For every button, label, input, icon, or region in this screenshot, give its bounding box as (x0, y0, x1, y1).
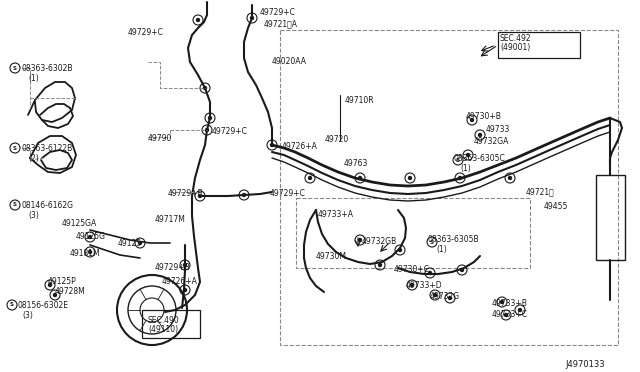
Text: 49020AA: 49020AA (272, 57, 307, 66)
Text: 49181M: 49181M (70, 249, 100, 258)
Text: 49729+B: 49729+B (155, 263, 191, 272)
Text: (3): (3) (22, 311, 33, 320)
Circle shape (470, 119, 474, 122)
Text: 49125G: 49125G (76, 232, 106, 241)
Text: S: S (456, 157, 460, 163)
Circle shape (243, 193, 246, 196)
Bar (498, 32, 580, 58)
Text: 49717M: 49717M (155, 215, 186, 224)
Text: 49125P: 49125P (48, 277, 77, 286)
Text: 49729+B: 49729+B (168, 189, 204, 198)
Circle shape (399, 248, 401, 251)
Circle shape (461, 269, 463, 272)
Text: 49455: 49455 (544, 202, 568, 211)
Text: (1): (1) (460, 164, 471, 173)
Circle shape (449, 296, 451, 299)
Bar (296, 198, 530, 268)
Text: SEC.492: SEC.492 (500, 34, 532, 43)
Text: 08363-6122B: 08363-6122B (22, 144, 73, 153)
Text: 49729+C: 49729+C (128, 28, 164, 37)
Text: (1): (1) (28, 74, 39, 83)
Text: 08363-6302B: 08363-6302B (22, 64, 74, 73)
Text: (1): (1) (436, 245, 447, 254)
Circle shape (518, 308, 522, 311)
Circle shape (138, 241, 141, 244)
Circle shape (429, 272, 431, 275)
Text: 49125: 49125 (118, 239, 142, 248)
Circle shape (204, 87, 207, 90)
Circle shape (196, 19, 200, 22)
Circle shape (479, 134, 481, 137)
Text: 49720: 49720 (325, 135, 349, 144)
Text: 49726+A: 49726+A (162, 277, 198, 286)
Circle shape (88, 250, 92, 253)
Text: S: S (430, 240, 434, 244)
Text: S: S (13, 202, 17, 208)
Circle shape (378, 263, 381, 266)
Text: 49730+C: 49730+C (394, 265, 430, 274)
Text: 08146-6162G: 08146-6162G (22, 201, 74, 210)
Text: 49721⒪: 49721⒪ (526, 187, 555, 196)
Text: S: S (10, 302, 14, 308)
Text: 49733+B: 49733+B (492, 299, 528, 308)
Text: 49730M: 49730M (316, 252, 347, 261)
Circle shape (358, 238, 362, 241)
Circle shape (54, 294, 56, 296)
Text: 08156-6302E: 08156-6302E (18, 301, 69, 310)
Text: 49733+D: 49733+D (406, 281, 443, 290)
Text: 49732GB: 49732GB (362, 237, 397, 246)
Text: 49710R: 49710R (345, 96, 374, 105)
Circle shape (410, 283, 413, 286)
Circle shape (408, 176, 412, 180)
Text: S: S (13, 65, 17, 71)
Text: 49763: 49763 (344, 159, 369, 168)
Circle shape (184, 263, 186, 266)
Text: 49729+C: 49729+C (270, 189, 306, 198)
Text: 49728M: 49728M (55, 287, 86, 296)
Text: SEC.490: SEC.490 (148, 316, 180, 325)
Text: (2): (2) (28, 154, 39, 163)
Circle shape (308, 176, 312, 180)
Circle shape (271, 144, 273, 147)
Text: 49729+C: 49729+C (260, 8, 296, 17)
Text: S: S (13, 145, 17, 151)
Text: 49726+A: 49726+A (282, 142, 318, 151)
Circle shape (88, 235, 92, 238)
Text: J4970133: J4970133 (565, 360, 605, 369)
Circle shape (509, 176, 511, 180)
Text: 49729+C: 49729+C (212, 127, 248, 136)
Text: 49790: 49790 (148, 134, 172, 143)
Circle shape (467, 154, 470, 157)
Circle shape (198, 195, 202, 198)
Text: (3): (3) (28, 211, 39, 220)
Circle shape (358, 176, 362, 180)
Bar (142, 310, 200, 338)
Circle shape (504, 314, 508, 317)
Text: (49001): (49001) (500, 43, 531, 52)
Text: 49721⒪A: 49721⒪A (264, 19, 298, 28)
Circle shape (49, 283, 51, 286)
Circle shape (458, 176, 461, 180)
Circle shape (209, 116, 211, 119)
Text: 49730+B: 49730+B (466, 112, 502, 121)
Text: 08363-6305C: 08363-6305C (453, 154, 505, 163)
Circle shape (433, 294, 436, 296)
Text: 49732GA: 49732GA (474, 137, 509, 146)
Circle shape (184, 289, 186, 292)
Text: 49732G: 49732G (430, 292, 460, 301)
Bar (596, 175, 625, 260)
Circle shape (500, 301, 504, 304)
Text: (49110): (49110) (148, 325, 178, 334)
Text: 49733: 49733 (486, 125, 510, 134)
Circle shape (250, 16, 253, 19)
Circle shape (205, 128, 209, 131)
Bar (280, 30, 618, 345)
Text: 08363-6305B: 08363-6305B (428, 235, 479, 244)
Text: 49733+A: 49733+A (318, 210, 354, 219)
Text: 49733+C: 49733+C (492, 310, 528, 319)
Text: 49125GA: 49125GA (62, 219, 97, 228)
